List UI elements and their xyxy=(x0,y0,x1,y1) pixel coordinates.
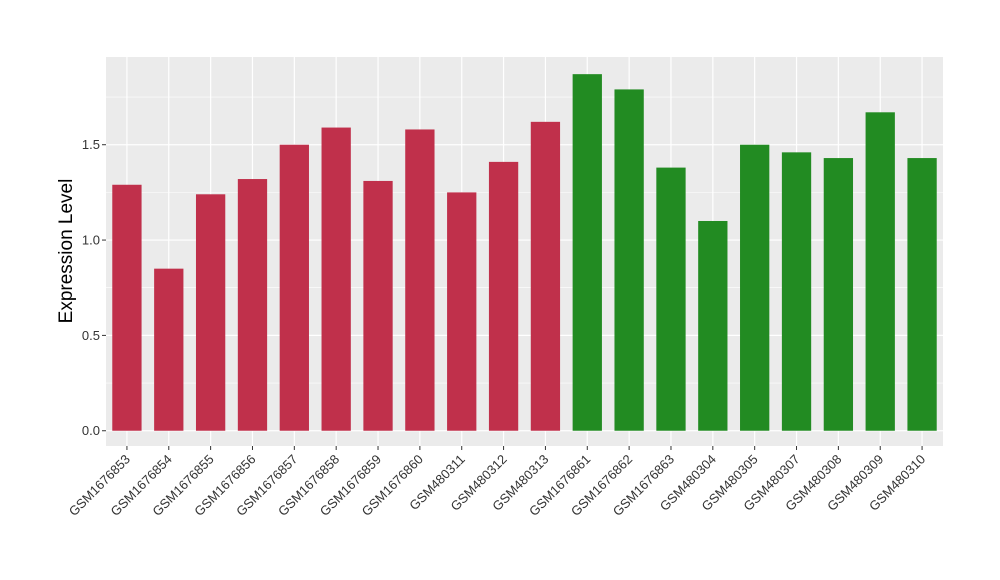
bar-GSM1676855 xyxy=(195,194,226,431)
bar-GSM480304 xyxy=(698,220,728,431)
bar-GSM1676854 xyxy=(154,268,184,431)
bar-GSM1676860 xyxy=(405,129,435,431)
bar-GSM480310 xyxy=(907,158,937,431)
x-axis: GSM1676853GSM1676854GSM1676855GSM1676856… xyxy=(66,446,928,519)
y-tick-label: 0.0 xyxy=(82,423,100,438)
y-axis-title: Expression Level xyxy=(56,179,77,324)
bar-GSM1676858 xyxy=(321,127,351,431)
bar-GSM1676863 xyxy=(656,167,686,431)
bar-GSM480309 xyxy=(865,112,895,431)
bar-GSM480307 xyxy=(781,152,812,431)
y-tick-label: 1.0 xyxy=(82,233,100,248)
bar-GSM1676856 xyxy=(237,179,268,431)
y-tick-label: 1.5 xyxy=(82,137,100,152)
y-tick-label: 0.5 xyxy=(82,328,100,343)
bar-GSM1676859 xyxy=(363,180,393,431)
bar-GSM1676853 xyxy=(112,184,142,431)
y-axis: 0.0 0.5 1.0 1.5 xyxy=(82,137,106,438)
plot-panel xyxy=(106,57,943,446)
bar-GSM480311 xyxy=(447,192,477,431)
bar-GSM1676857 xyxy=(279,144,309,431)
bar-GSM1676861 xyxy=(572,74,602,431)
bar-GSM480313 xyxy=(530,121,561,431)
bars xyxy=(112,74,937,431)
bar-GSM1676862 xyxy=(614,89,644,431)
bar-GSM480305 xyxy=(740,144,770,431)
bar-GSM480312 xyxy=(488,161,519,431)
bar-GSM480308 xyxy=(823,158,854,431)
